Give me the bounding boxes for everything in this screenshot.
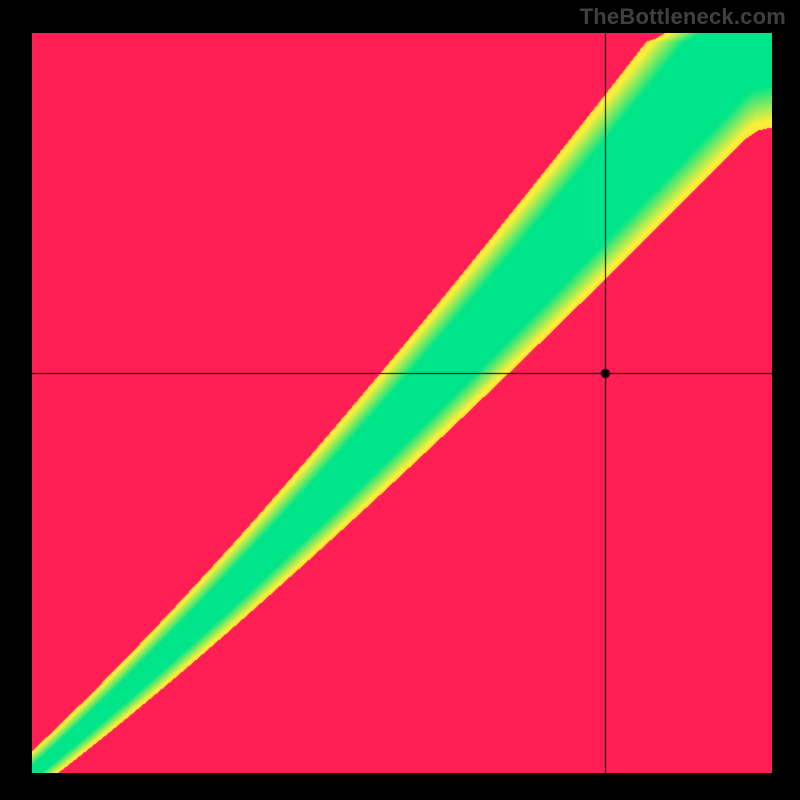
watermark-text: TheBottleneck.com: [580, 4, 786, 30]
bottleneck-heatmap: [32, 33, 772, 773]
chart-container: TheBottleneck.com: [0, 0, 800, 800]
